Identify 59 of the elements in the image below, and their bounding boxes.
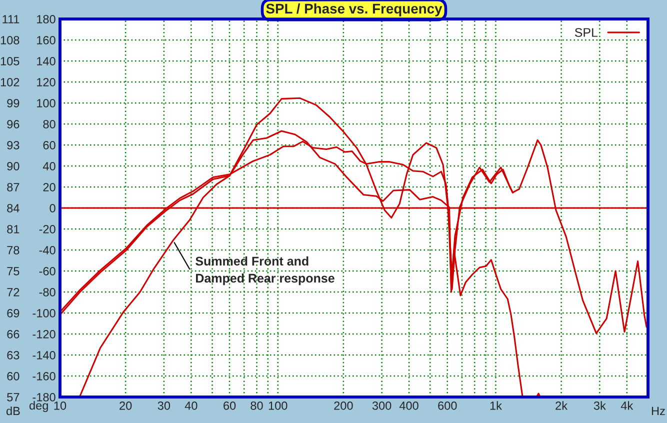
x-axis-title: Hz [652, 406, 665, 416]
x-tick-label: 2k [556, 401, 568, 410]
legend-label: SPL [574, 28, 598, 37]
x-tick-label: 300 [372, 401, 392, 410]
y2-tick-label: -180 [32, 393, 56, 402]
y2-tick-label: 80 [43, 120, 56, 128]
y-tick-label: 63 [7, 351, 20, 360]
x-tick-label: 30 [158, 401, 170, 410]
x-tick-label: 60 [224, 401, 236, 410]
y2-tick-label: 20 [43, 183, 56, 192]
y2-tick-label: 140 [37, 57, 56, 66]
y2-tick-label: -80 [39, 288, 56, 296]
y-tick-label: 93 [7, 141, 20, 150]
y-tick-label: 72 [7, 288, 20, 296]
y-tick-label: 96 [7, 120, 20, 128]
y-tick-label: 66 [7, 330, 20, 338]
y2-tick-label: 100 [37, 99, 56, 108]
y-tick-label: 90 [7, 162, 20, 170]
y-tick-label: 60 [7, 372, 20, 380]
y2-axis-title: deg [29, 400, 48, 412]
y2-tick-label: -60 [39, 267, 56, 276]
y-tick-label: 105 [0, 57, 20, 66]
x-tick-label: 20 [120, 401, 132, 410]
y-tick-label: 81 [7, 225, 20, 234]
y2-tick-label: -100 [32, 309, 56, 318]
y-tick-label: 111 [2, 15, 20, 24]
x-tick-label: 10 [54, 401, 66, 410]
y2-tick-label: 160 [37, 36, 56, 44]
x-tick-label: 4k [620, 401, 634, 410]
x-tick-label: 400 [399, 401, 418, 410]
x-tick-label: 40 [184, 401, 198, 410]
y-tick-label: 57 [7, 393, 20, 402]
y-tick-label: 78 [7, 246, 20, 254]
y-tick-label: 87 [7, 183, 20, 192]
y-tick-label: 99 [7, 99, 20, 108]
y-axis-title: dB [6, 406, 20, 416]
x-tick-label: 200 [334, 401, 353, 410]
y2-tick-label: -160 [32, 372, 56, 380]
x-tick-label: 3k [594, 401, 606, 410]
y2-tick-label: 0 [50, 204, 56, 212]
y2-tick-label: 120 [37, 78, 56, 86]
y2-tick-label: 60 [43, 141, 56, 150]
y-tick-label: 84 [7, 204, 20, 212]
x-tick-label: 80 [250, 401, 263, 410]
y2-tick-label: -140 [32, 351, 56, 360]
y2-tick-label: -20 [39, 225, 56, 234]
y2-tick-label: -40 [39, 246, 56, 254]
x-tick-label: 1k [490, 401, 502, 410]
y-tick-label: 75 [7, 267, 20, 276]
annotation: Summed Front and Damped Rear response [196, 256, 334, 286]
chart-title: SPL / Phase vs. Frequency [266, 3, 442, 16]
y2-tick-label: -120 [32, 330, 56, 338]
y-tick-label: 69 [7, 309, 20, 318]
x-tick-label: 100 [268, 401, 288, 410]
y-tick-label: 108 [0, 36, 20, 44]
y2-tick-label: 40 [42, 162, 56, 170]
y2-tick-label: 180 [37, 15, 56, 24]
y-tick-label: 102 [0, 78, 20, 86]
x-tick-label: 600 [438, 401, 457, 410]
